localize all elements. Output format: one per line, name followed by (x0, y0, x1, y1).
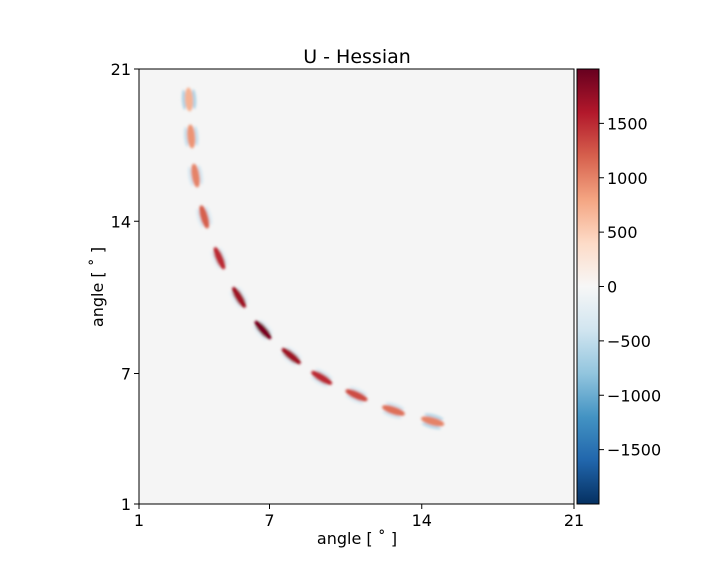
colorbar-tick-label: 1000 (607, 169, 648, 188)
blob-side-lobe (259, 319, 274, 335)
colorbar-tick-label: −1500 (607, 441, 661, 460)
x-tick-label: 7 (264, 511, 274, 530)
heatmap-blob (210, 247, 229, 270)
plot-area (139, 69, 574, 504)
blob-side-lobe (421, 422, 441, 430)
heatmap-blob (382, 401, 405, 420)
blobs-layer (181, 87, 445, 430)
blob-core (191, 163, 200, 188)
blob-core (231, 286, 247, 308)
colorbar-tick-label: 1500 (607, 114, 648, 133)
blob-side-lobe (229, 291, 241, 309)
blob-side-lobe (382, 411, 402, 420)
colorbar-tick-label: −500 (607, 332, 651, 351)
blob-core (187, 124, 196, 149)
heatmap-blob (195, 205, 213, 229)
x-tick-label: 1 (134, 511, 144, 530)
y-tick-label: 21 (111, 60, 131, 79)
heatmap-blob (310, 368, 333, 388)
blob-side-lobe (187, 166, 194, 187)
colorbar-axis: −1500 −1000 −500 0 500 1000 1500 (599, 114, 661, 460)
blob-core (281, 347, 301, 365)
heatmap-blob (181, 87, 197, 112)
blob-side-lobe (345, 395, 364, 405)
colorbar-tick-label: 500 (607, 223, 638, 242)
x-tick-label: 21 (564, 511, 584, 530)
y-axis-label: angle [ ˚ ] (88, 247, 107, 327)
blob-side-lobe (195, 208, 203, 228)
blob-core (254, 320, 272, 340)
x-axis: 1 7 14 21 (134, 504, 584, 530)
blob-side-lobe (197, 164, 204, 185)
blob-side-lobe (219, 247, 229, 266)
y-tick-label: 1 (121, 495, 131, 514)
y-tick-label: 14 (111, 212, 131, 231)
heatmap-blob (187, 163, 204, 188)
blob-side-lobe (349, 386, 368, 396)
blob-side-lobe (205, 205, 213, 226)
x-tick-label: 14 (412, 511, 432, 530)
x-axis-label: angle [ ˚ ] (317, 529, 397, 548)
y-tick-label: 7 (121, 365, 131, 384)
blob-side-lobe (385, 401, 405, 410)
colorbar-tick-label: −1000 (607, 386, 661, 405)
heatmap-blob (421, 413, 445, 430)
colorbar-tick-label: 0 (607, 278, 617, 297)
blob-core (199, 205, 210, 229)
blob-core (382, 405, 405, 416)
blob-side-lobe (237, 286, 249, 304)
blob-side-lobe (252, 325, 267, 341)
blob-core (345, 389, 368, 402)
blob-core (184, 87, 194, 112)
blob-side-lobe (424, 413, 444, 420)
heatmap-blob (229, 286, 249, 309)
heatmap-blob (345, 386, 368, 405)
y-axis: 1 7 14 21 (111, 60, 139, 514)
heatmap-blob (252, 319, 274, 341)
blob-side-lobe (310, 376, 328, 388)
blob-side-lobe (286, 345, 303, 359)
blob-side-lobe (315, 368, 333, 380)
heatmap-blob (280, 345, 303, 367)
colorbar (577, 69, 599, 504)
blob-core (421, 416, 445, 427)
blob-core (311, 370, 333, 385)
blob-side-lobe (280, 353, 296, 367)
heatmap-blob (183, 124, 199, 149)
blob-side-lobe (210, 250, 220, 270)
plot-frame (138, 68, 575, 505)
blob-core (213, 247, 226, 270)
chart-title: U - Hessian (303, 46, 411, 68)
